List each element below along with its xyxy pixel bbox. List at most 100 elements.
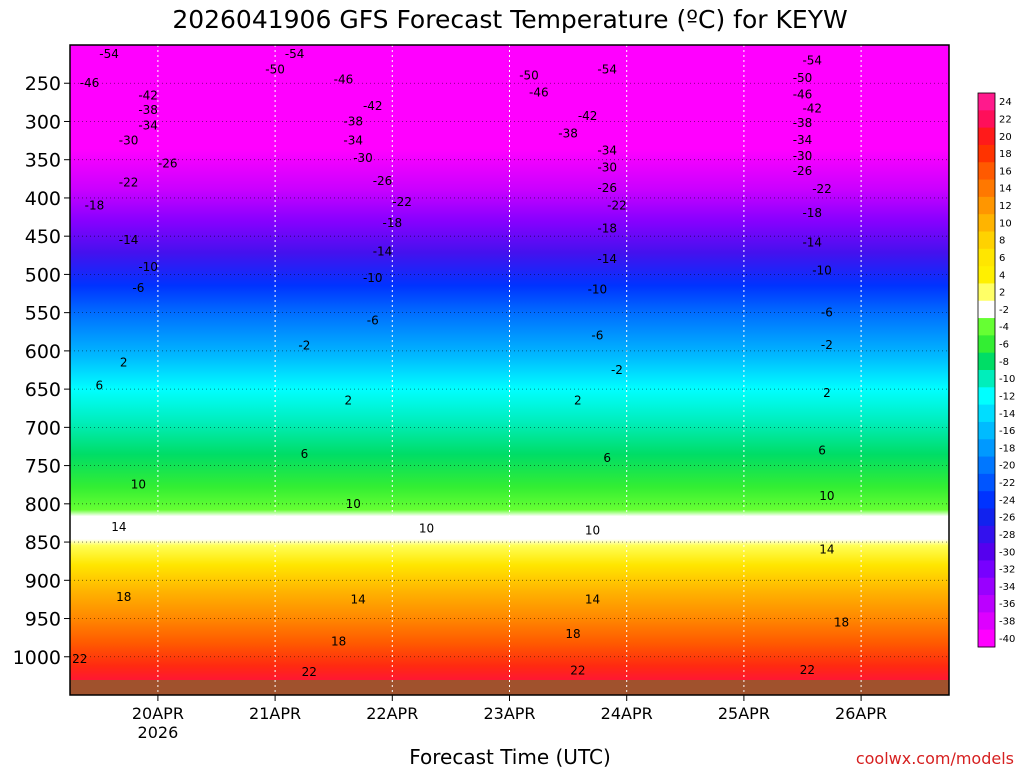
contour-label: -38 — [558, 127, 578, 141]
colorbar-label: -38 — [999, 617, 1015, 628]
contour-label: -14 — [373, 244, 393, 258]
x-tick-label: 23APR — [483, 704, 535, 723]
colorbar-swatch — [978, 110, 995, 129]
contour-label: -22 — [119, 176, 139, 190]
colorbar-label: -34 — [999, 582, 1015, 593]
colorbar-swatch — [978, 144, 995, 163]
contour-label: 2 — [120, 355, 128, 369]
y-tick-label: 650 — [25, 379, 61, 401]
contour-label: -18 — [802, 206, 822, 220]
contour-label: 22 — [570, 664, 585, 678]
y-tick-label: 750 — [25, 456, 61, 478]
contour-label: 10 — [585, 524, 600, 538]
contour-label: -2 — [821, 338, 833, 352]
contour-label: -30 — [119, 134, 139, 148]
contour-label: -26 — [158, 157, 178, 171]
contour-label: -6 — [591, 329, 603, 343]
contour-label: -38 — [138, 103, 158, 117]
contour-label: -46 — [80, 76, 100, 90]
colorbar-label: -20 — [999, 461, 1015, 472]
colorbar-swatch — [978, 283, 995, 302]
colorbar: 24 22 20 18 16 14 12 10 8 6 4 2 -2 -4 -6 -8 -10 -12 -14 -16… — [977, 92, 1015, 648]
colorbar-label: -24 — [999, 495, 1015, 506]
credit-text: coolwx.com/models — [856, 749, 1014, 768]
vertical-gridlines — [157, 45, 862, 695]
contour-label: -18 — [85, 199, 105, 213]
contour-label: 2 — [574, 394, 582, 408]
colorbar-label: -6 — [999, 340, 1009, 351]
colorbar-label: 2 — [999, 288, 1005, 299]
contour-label: -54 — [597, 62, 617, 76]
colorbar-swatch — [978, 196, 995, 215]
contour-label: -30 — [597, 160, 617, 174]
y-tick-label: 850 — [25, 532, 61, 554]
colorbar-swatch — [978, 387, 995, 406]
colorbar-swatch — [978, 543, 995, 561]
colorbar-label: 10 — [999, 218, 1012, 229]
contour-label: 6 — [301, 447, 309, 461]
colorbar-swatch — [978, 629, 995, 648]
colorbar-swatch — [978, 352, 995, 371]
contour-label: -14 — [802, 235, 822, 249]
colorbar-swatch — [978, 612, 995, 631]
contour-label: 10 — [419, 521, 434, 535]
colorbar-label: -22 — [999, 478, 1015, 489]
plot-area: -54 -54 -54-54-50 -50 -50-46 -46-46 -46-42-42-… — [70, 45, 949, 695]
x-tick-label: 24APR — [601, 704, 653, 723]
colorbar-label: -32 — [999, 565, 1015, 576]
colorbar-label: 8 — [999, 236, 1005, 247]
contour-label: -42 — [802, 101, 822, 115]
contour-label: -22 — [392, 195, 412, 209]
colorbar-label: 14 — [999, 184, 1012, 195]
colorbar-swatch — [978, 404, 995, 423]
contour-label: 18 — [331, 634, 346, 648]
x-tick-label: 22APR — [366, 704, 418, 723]
y-tick-label: 600 — [25, 341, 61, 363]
colorbar-swatch — [978, 335, 995, 354]
colorbar-label: -10 — [999, 374, 1015, 385]
colorbar-swatch — [978, 231, 995, 250]
contour-label: -54 — [285, 47, 305, 61]
y-tick-label: 500 — [25, 264, 61, 286]
contour-label: -14 — [597, 252, 617, 266]
colorbar-swatch — [978, 266, 995, 284]
contour-label: -46 — [334, 72, 354, 86]
colorbar-swatch — [978, 214, 995, 232]
colorbar-label: -8 — [999, 357, 1009, 368]
colorbar-swatch — [978, 456, 995, 475]
colorbar-label: -36 — [999, 599, 1015, 610]
contour-label: -54 — [99, 47, 119, 61]
colorbar-label: 22 — [999, 114, 1012, 125]
contour-label: -50 — [519, 69, 539, 83]
contour-label: 2 — [345, 394, 353, 408]
contour-label: -22 — [607, 199, 627, 213]
contour-label: 18 — [834, 615, 849, 629]
contour-label: 14 — [111, 520, 126, 534]
colorbar-swatch — [978, 370, 995, 388]
colorbar-swatch — [978, 473, 995, 492]
colorbar-label: 18 — [999, 149, 1012, 160]
colorbar-swatch — [978, 93, 995, 111]
y-tick-label: 450 — [25, 226, 61, 248]
contour-label: -30 — [353, 151, 373, 165]
contour-label: -46 — [793, 88, 813, 102]
chart-title: 2026041906 GFS Forecast Temperature (ºC)… — [172, 5, 847, 34]
contour-label: -38 — [343, 114, 363, 128]
contour-label: -38 — [793, 116, 813, 130]
contour-labels: -54 -54 -54-54-50 -50 -50-46 -46-46 -46-42-42-… — [72, 47, 849, 679]
colorbar-swatch — [978, 127, 995, 146]
contour-label: -42 — [578, 109, 598, 123]
colorbar-label: -30 — [999, 547, 1015, 558]
contour-label: -18 — [382, 216, 402, 230]
contour-label: -34 — [343, 134, 363, 148]
contour-label: -50 — [793, 71, 813, 85]
colorbar-swatch — [978, 248, 995, 267]
contour-label: -6 — [367, 313, 379, 327]
horizontal-gridlines — [70, 82, 949, 658]
colorbar-swatch — [978, 300, 995, 319]
contour-label: 14 — [819, 543, 834, 557]
contour-label: -10 — [138, 260, 158, 274]
contour-label: 6 — [603, 451, 611, 465]
contour-label: 22 — [302, 665, 317, 679]
contour-label: 10 — [131, 478, 146, 492]
